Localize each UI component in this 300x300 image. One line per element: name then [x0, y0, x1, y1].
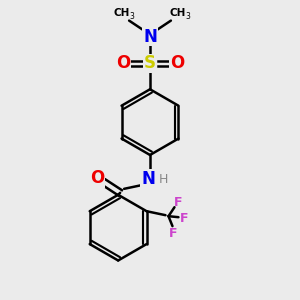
Text: F: F — [169, 226, 178, 240]
Text: F: F — [180, 212, 189, 225]
Text: S: S — [144, 54, 156, 72]
Text: H: H — [159, 173, 169, 186]
Text: CH: CH — [170, 8, 186, 18]
Text: N: N — [143, 28, 157, 46]
Text: F: F — [174, 196, 183, 209]
Text: O: O — [170, 54, 184, 72]
Text: O: O — [90, 169, 104, 187]
Text: CH: CH — [114, 8, 130, 18]
Text: 3: 3 — [130, 12, 134, 21]
Text: N: N — [141, 170, 155, 188]
Text: 3: 3 — [185, 12, 190, 21]
Text: O: O — [116, 54, 130, 72]
